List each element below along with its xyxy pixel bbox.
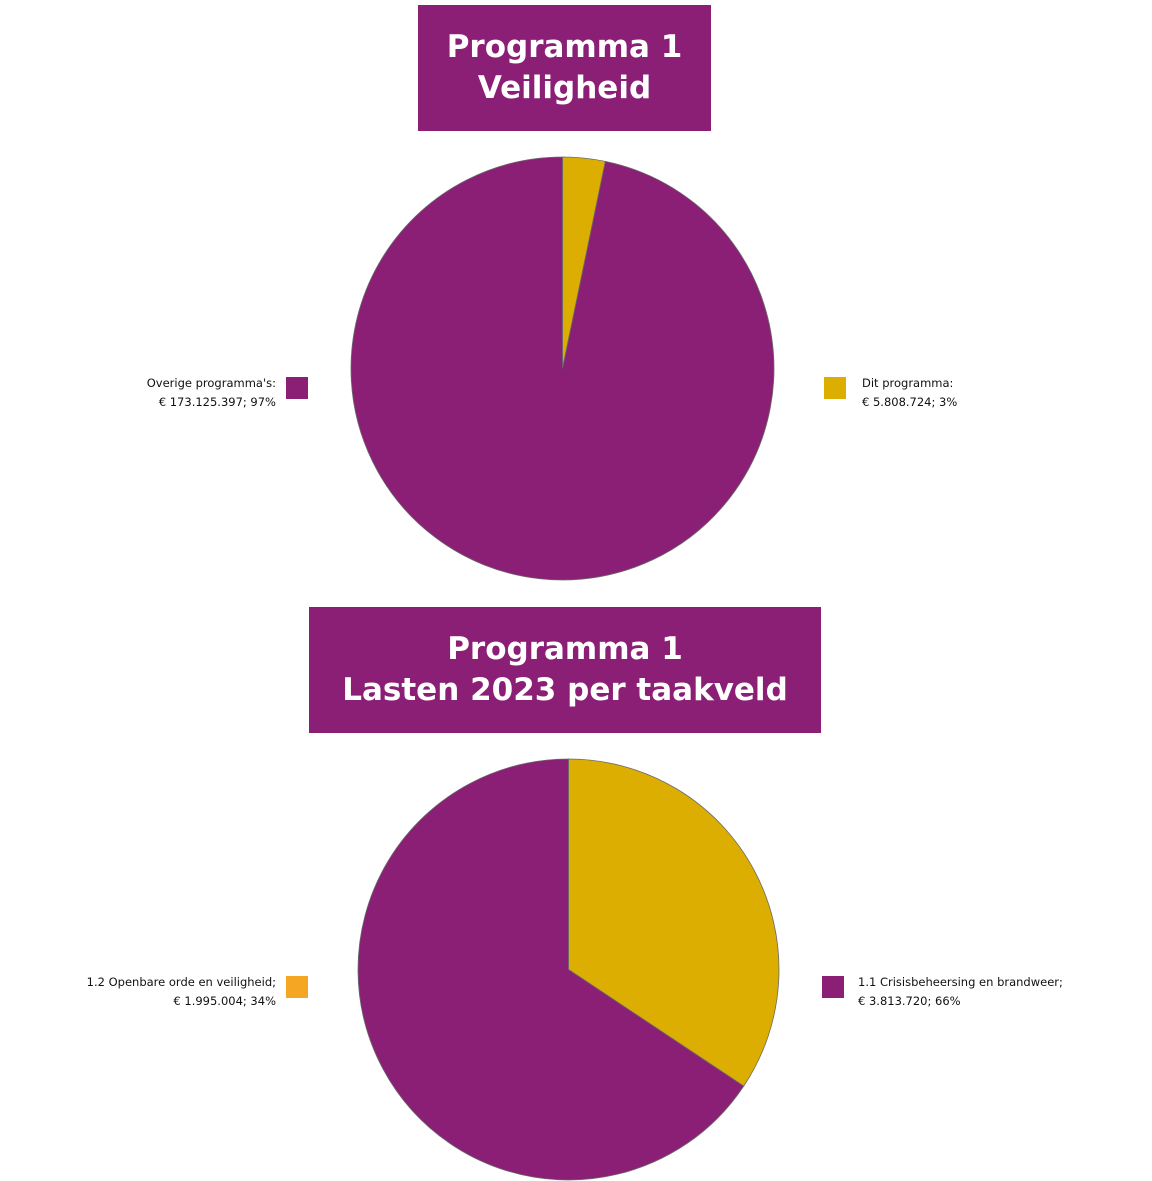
legend-openbare-orde: 1.2 Openbare orde en veiligheid; € 1.995…: [0, 973, 310, 1013]
chart-title-line-1: Programma 1: [447, 631, 683, 668]
legend-swatch-openbare-orde: [286, 976, 308, 998]
pie-slice-1-1-crisisbeheersing-en-brandweer: [357, 758, 745, 1181]
legend-value: € 3.813.720; 66%: [858, 994, 961, 1008]
legend-label: Dit programma:: [862, 376, 954, 390]
legend-value: € 5.808.724; 3%: [862, 395, 958, 409]
legend-value: € 173.125.397; 97%: [158, 395, 276, 409]
pie-chart-veiligheid: [350, 156, 775, 581]
legend-crisisbeheersing: 1.1 Crisisbeheersing en brandweer; € 3.8…: [822, 973, 1142, 1013]
legend-label: Overige programma's:: [146, 376, 276, 390]
chart-title-line-2: Veiligheid: [477, 70, 652, 106]
legend-swatch-dit-programma: [824, 377, 846, 399]
chart-title-lasten-per-taakveld: Programma 1 Lasten 2023 per taakveld: [309, 607, 821, 733]
pie-chart-lasten-per-taakveld: [357, 758, 780, 1181]
chart-title-veiligheid: Programma 1 Veiligheid: [418, 5, 711, 131]
legend-label: 1.1 Crisisbeheersing en brandweer;: [858, 975, 1063, 989]
legend-swatch-crisisbeheersing: [822, 976, 844, 998]
legend-value: € 1.995.004; 34%: [173, 994, 276, 1008]
pie-slice-overige-programma-s: [350, 156, 775, 581]
legend-dit-programma: Dit programma: € 5.808.724; 3%: [824, 374, 1124, 414]
chart-title-line-2: Lasten 2023 per taakveld: [342, 672, 788, 708]
legend-overige-programmas: Overige programma's: € 173.125.397; 97%: [0, 374, 310, 414]
chart-title-line-1: Programma 1: [446, 29, 683, 66]
legend-label: 1.2 Openbare orde en veiligheid;: [86, 975, 276, 989]
legend-swatch-overige: [286, 377, 308, 399]
